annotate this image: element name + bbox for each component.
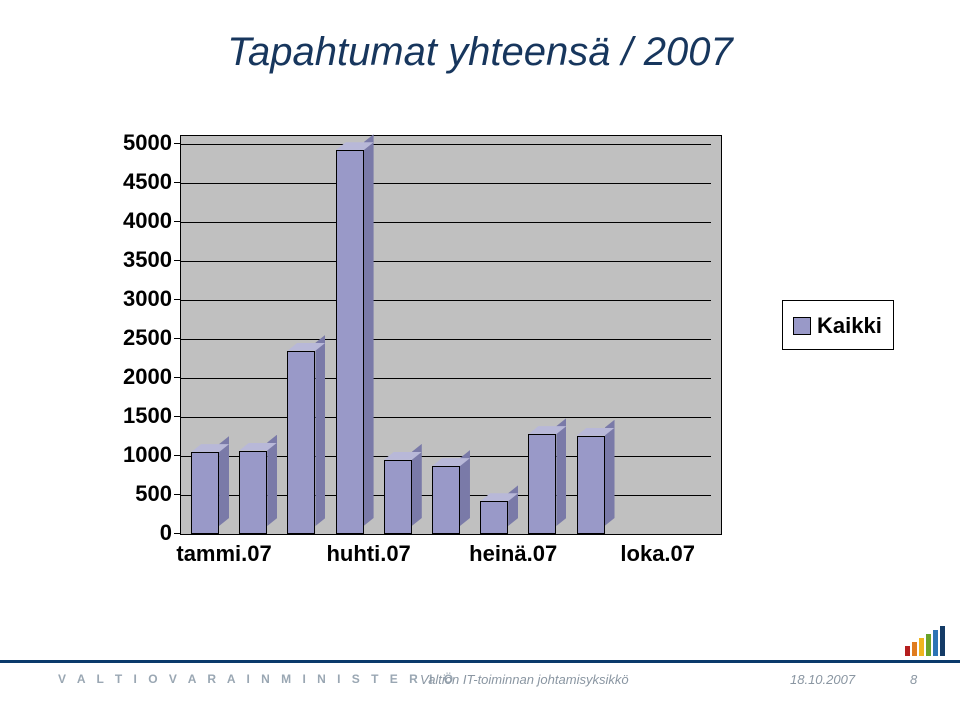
y-tick <box>174 182 180 183</box>
footer-org: V A L T I O V A R A I N M I N I S T E R … <box>58 672 457 686</box>
y-axis-label: 1500 <box>6 405 172 427</box>
bar <box>287 351 315 534</box>
gridline <box>181 261 711 262</box>
footer-logo-icon <box>905 626 947 656</box>
y-axis-label: 2000 <box>6 366 172 388</box>
footer-unit: Valtion IT-toiminnan johtamisyksikkö <box>420 672 629 687</box>
x-axis-label: loka.07 <box>598 543 718 565</box>
y-axis-label: 4000 <box>6 210 172 232</box>
y-axis-label: 4500 <box>6 171 172 193</box>
bar <box>384 460 412 534</box>
y-axis-label: 3500 <box>6 249 172 271</box>
y-axis-label: 5000 <box>6 132 172 154</box>
y-axis-label: 3000 <box>6 288 172 310</box>
slide: Tapahtumat yhteensä / 2007 0 500 1000 1500 2… <box>0 0 960 716</box>
y-axis-label: 2500 <box>6 327 172 349</box>
logo-bar-icon <box>933 630 938 656</box>
y-tick <box>174 533 180 534</box>
y-tick <box>174 377 180 378</box>
bar-side <box>605 420 615 526</box>
footer-date: 18.10.2007 <box>790 672 855 687</box>
bar <box>239 451 267 534</box>
bar <box>336 150 364 534</box>
gridline <box>181 183 711 184</box>
logo-bar-icon <box>905 646 910 656</box>
logo-bar-icon <box>919 638 924 656</box>
bar-side <box>364 134 374 526</box>
slide-title: Tapahtumat yhteensä / 2007 <box>0 30 960 75</box>
y-tick <box>174 299 180 300</box>
y-axis-label: 500 <box>6 483 172 505</box>
y-axis-label: 1000 <box>6 444 172 466</box>
y-tick <box>174 338 180 339</box>
bar-side <box>556 418 566 526</box>
y-tick <box>174 143 180 144</box>
chart-plot-area <box>180 135 722 535</box>
gridline <box>181 378 711 379</box>
legend-label: Kaikki <box>817 313 882 339</box>
gridline <box>181 417 711 418</box>
gridline <box>181 339 711 340</box>
chart-plot-inner <box>181 144 711 534</box>
bar-side <box>508 485 518 526</box>
gridline <box>181 300 711 301</box>
bar <box>528 434 556 534</box>
y-tick <box>174 455 180 456</box>
y-tick <box>174 494 180 495</box>
gridline <box>181 144 711 145</box>
y-axis-label: 0 <box>6 522 172 544</box>
footer-page: 8 <box>910 672 917 687</box>
gridline <box>181 534 711 535</box>
bar <box>577 436 605 534</box>
logo-bar-icon <box>912 642 917 656</box>
y-tick <box>174 221 180 222</box>
legend-swatch-icon <box>793 317 811 335</box>
chart-legend: Kaikki <box>782 300 894 350</box>
y-tick <box>174 260 180 261</box>
y-tick <box>174 416 180 417</box>
bar <box>480 501 508 534</box>
gridline <box>181 222 711 223</box>
logo-bar-icon <box>926 634 931 656</box>
bar-side <box>315 335 325 526</box>
x-axis-label: heinä.07 <box>453 543 573 565</box>
bar <box>191 452 219 534</box>
bar <box>432 466 460 534</box>
footer-divider <box>0 660 960 663</box>
x-axis-label: huhti.07 <box>309 543 429 565</box>
logo-bar-icon <box>940 626 945 656</box>
x-axis-label: tammi.07 <box>164 543 284 565</box>
